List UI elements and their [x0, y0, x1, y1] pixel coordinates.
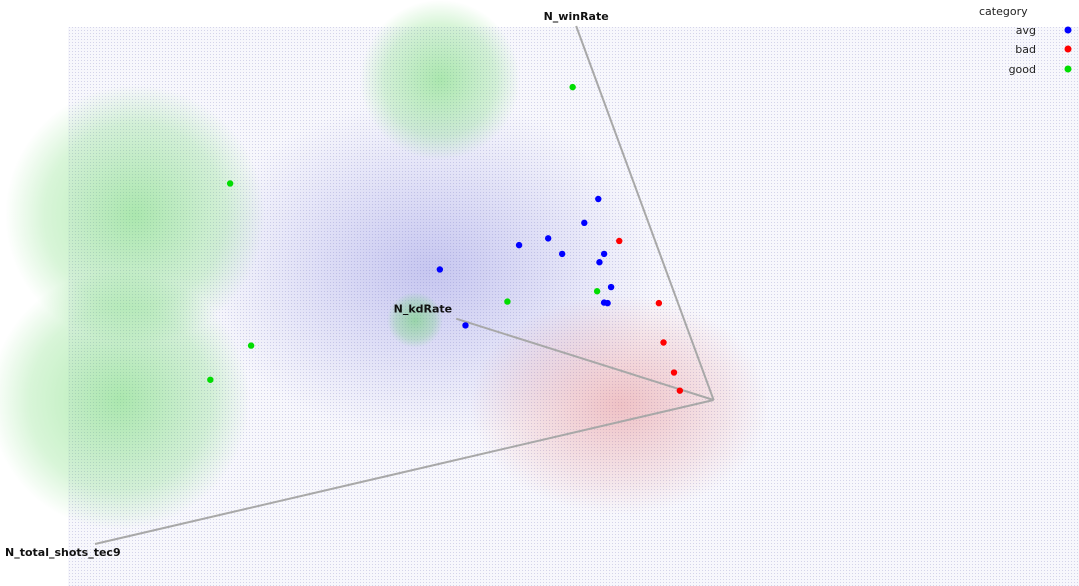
data-points: [207, 83, 684, 394]
point-good-2: [247, 342, 255, 349]
point-bad-0: [616, 237, 623, 245]
point-bad-4: [676, 387, 684, 394]
legend-label-bad: bad: [1015, 43, 1036, 56]
legend-label-good: good: [1009, 63, 1036, 76]
point-good-5: [593, 288, 601, 295]
point-avg-11: [462, 322, 469, 329]
point-avg-3: [544, 235, 552, 242]
anchor-label-N_winRate: N_winRate: [544, 10, 609, 23]
point-bad-3: [670, 369, 678, 376]
legend-marker-avg: [1064, 26, 1072, 34]
point-avg-6: [596, 259, 603, 266]
anchor-label-N_total_shots_tec9: N_total_shots_tec9: [5, 546, 121, 559]
legend-label-avg: avg: [1016, 24, 1036, 37]
point-avg-9: [604, 299, 611, 307]
anchor-line-N_total_shots_tec9: [94, 399, 714, 545]
density-regions: [0, 0, 770, 530]
point-avg-10: [436, 266, 444, 273]
legend-marker-good: [1064, 65, 1072, 73]
density-good-3: [387, 292, 443, 348]
density-bad: [470, 295, 770, 515]
point-good-3: [207, 376, 214, 383]
density-good-2: [0, 270, 250, 530]
point-good-0: [569, 83, 576, 91]
anchor-label-N_kdRate: N_kdRate: [394, 303, 453, 316]
point-avg-2: [515, 241, 523, 249]
point-avg-0: [595, 195, 602, 203]
point-bad-1: [655, 299, 663, 307]
point-good-4: [504, 298, 511, 305]
point-avg-7: [607, 283, 615, 291]
anchor-line-N_kdRate: [455, 317, 714, 401]
legend-marker-bad: [1064, 45, 1072, 53]
point-avg-5: [600, 250, 608, 258]
point-avg-1: [581, 219, 588, 227]
anchor-labels: N_winRate N_kdRate N_total_shots_tec9: [5, 10, 609, 559]
anchor-lines: [94, 25, 715, 545]
legend: category avg bad good: [979, 5, 1072, 76]
legend-title: category: [979, 5, 1028, 18]
anchor-line-N_winRate: [575, 25, 715, 401]
point-bad-2: [660, 339, 667, 346]
point-good-1: [226, 180, 234, 187]
point-avg-4: [558, 250, 566, 258]
density-good-0: [360, 0, 520, 160]
